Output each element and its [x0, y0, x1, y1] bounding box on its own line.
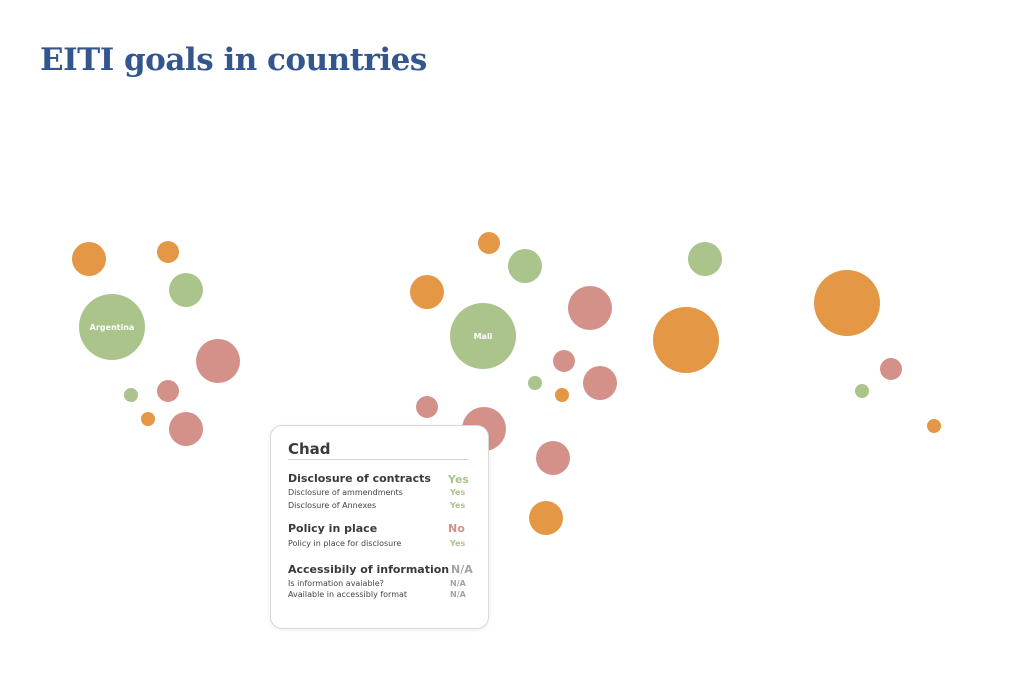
item-label-accessible-format: Available in accessibly format	[288, 590, 408, 599]
country-bubble[interactable]	[157, 241, 179, 263]
country-bubble[interactable]	[124, 388, 138, 402]
country-bubble[interactable]	[536, 441, 570, 475]
country-bubble-argentina[interactable]	[79, 294, 145, 360]
country-bubble[interactable]	[157, 380, 179, 402]
section-title-contracts: Disclosure of contracts	[288, 472, 431, 485]
section-title-policy: Policy in place	[288, 522, 378, 535]
country-bubble[interactable]	[653, 307, 719, 373]
country-bubble[interactable]	[169, 273, 203, 307]
item-value-accessible-format: N/A	[450, 590, 466, 599]
country-bubble[interactable]	[880, 358, 902, 380]
country-bubble[interactable]	[508, 249, 542, 283]
section-value-policy: No	[448, 522, 465, 535]
country-bubble[interactable]	[583, 366, 617, 400]
item-value-policy-disclosure: Yes	[450, 539, 466, 548]
country-tooltip: Chad Disclosure of contracts Yes Disclos…	[270, 425, 489, 629]
item-label-policy-disclosure: Policy in place for disclosure	[288, 539, 402, 548]
item-label-info-available: Is information avaiable?	[288, 579, 384, 588]
country-bubble[interactable]	[568, 286, 612, 330]
country-bubble[interactable]	[72, 242, 106, 276]
country-bubble[interactable]	[855, 384, 869, 398]
section-title-accessibility: Accessibily of information	[288, 563, 450, 576]
country-bubble[interactable]	[814, 270, 880, 336]
country-bubble-mali[interactable]	[450, 303, 516, 369]
item-label-annexes: Disclosure of Annexes	[288, 501, 377, 510]
country-bubble[interactable]	[553, 350, 575, 372]
country-bubble[interactable]	[169, 412, 203, 446]
section-value-accessibility: N/A	[451, 563, 473, 576]
country-bubble[interactable]	[688, 242, 722, 276]
country-bubble[interactable]	[141, 412, 155, 426]
country-bubble[interactable]	[410, 275, 444, 309]
item-value-annexes: Yes	[450, 501, 466, 510]
item-value-ammendments: Yes	[450, 488, 466, 497]
country-bubble[interactable]	[478, 232, 500, 254]
country-bubble[interactable]	[927, 419, 941, 433]
item-label-ammendments: Disclosure of ammendments	[288, 488, 403, 497]
country-bubble[interactable]	[196, 339, 240, 383]
tooltip-divider	[288, 459, 469, 460]
country-bubble[interactable]	[555, 388, 569, 402]
country-bubble[interactable]	[416, 396, 438, 418]
country-bubble[interactable]	[528, 376, 542, 390]
country-bubble[interactable]	[529, 501, 563, 535]
item-value-info-available: N/A	[450, 579, 466, 588]
tooltip-country-name: Chad	[288, 440, 331, 458]
page-title: EITI goals in countries	[40, 42, 427, 78]
section-value-contracts: Yes	[448, 473, 469, 486]
